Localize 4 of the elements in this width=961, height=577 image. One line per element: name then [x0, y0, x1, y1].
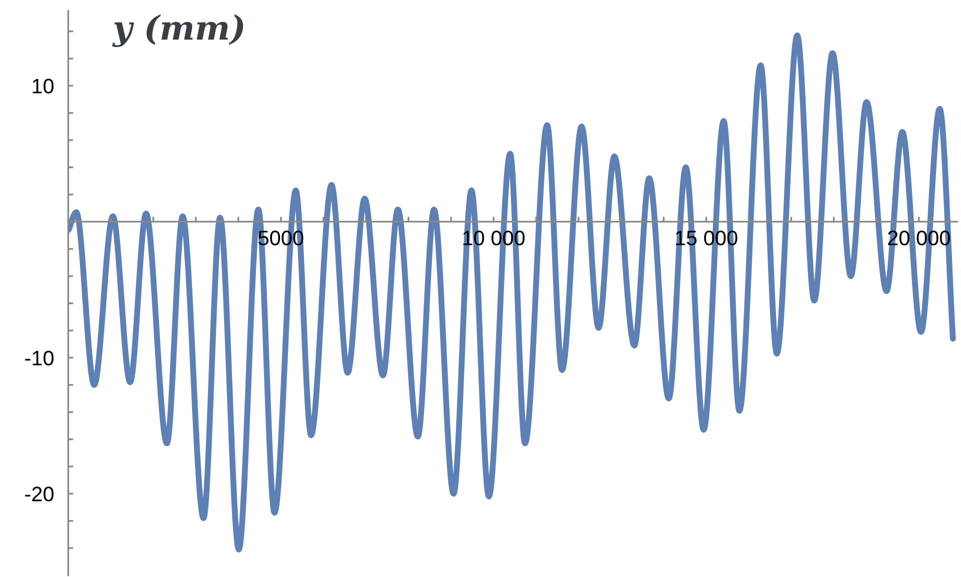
y-axis-title: y (mm)	[112, 14, 244, 48]
y-tick-label: -10	[25, 350, 54, 366]
y-tick-label: 10	[32, 78, 54, 94]
y-tick-label: -20	[25, 486, 54, 502]
